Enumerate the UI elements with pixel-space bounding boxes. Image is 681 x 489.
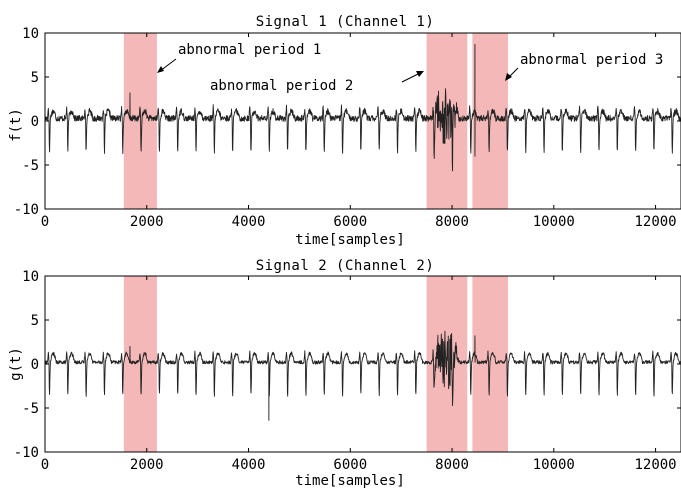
x-tick-label: 12000 xyxy=(634,457,676,473)
y-tick-label: 0 xyxy=(31,357,39,373)
y-tick-label: 5 xyxy=(31,70,39,86)
x-tick-label: 0 xyxy=(41,214,49,230)
x-axis-label: time[samples] xyxy=(295,473,405,489)
x-tick-label: 4000 xyxy=(232,214,266,230)
annotation-arrowhead-1 xyxy=(157,66,164,73)
y-tick-label: 0 xyxy=(31,114,39,130)
signal-line xyxy=(44,330,681,421)
x-tick-label: 10000 xyxy=(533,214,575,230)
signal-trace-group xyxy=(44,330,681,421)
x-tick-label: 0 xyxy=(41,457,49,473)
x-tick-label: 4000 xyxy=(232,457,266,473)
x-tick-label: 8000 xyxy=(435,214,469,230)
chart-title: Signal 1 (Channel 1) xyxy=(256,14,435,30)
y-axis-label: g(t) xyxy=(8,347,24,381)
x-tick-label: 10000 xyxy=(533,457,575,473)
x-tick-label: 12000 xyxy=(634,214,676,230)
y-tick-label: -5 xyxy=(22,158,39,174)
x-tick-label: 2000 xyxy=(130,214,164,230)
y-tick-label: -5 xyxy=(22,401,39,417)
tick-group: 0 2000 4000 6000 8000 10000 12000 10 5 0 -5 -10 xyxy=(14,269,681,473)
annotation-arrowhead-2 xyxy=(416,71,424,77)
x-tick-label: 6000 xyxy=(333,457,367,473)
y-tick-label: 10 xyxy=(22,269,39,285)
x-tick-label: 2000 xyxy=(130,457,164,473)
annotation-abnormal-period-2: abnormal period 2 xyxy=(210,78,353,94)
x-axis-label: time[samples] xyxy=(295,232,405,248)
chart-panel-signal-1: 0 2000 4000 6000 8000 10000 12000 10 5 0 -5 -10 Sig… xyxy=(8,14,681,248)
tick-group: 0 2000 4000 6000 8000 10000 12000 10 5 0 -5 -10 xyxy=(14,26,681,230)
y-tick-label: 10 xyxy=(22,26,39,42)
annotation-abnormal-period-1: abnormal period 1 xyxy=(178,42,321,58)
annotation-arrow-2 xyxy=(401,72,421,83)
annotation-arrowhead-3 xyxy=(505,73,512,81)
x-tick-label: 6000 xyxy=(333,214,367,230)
signal-trace-group xyxy=(44,43,681,172)
y-axis-label: f(t) xyxy=(8,108,24,142)
y-tick-label: 5 xyxy=(31,313,39,329)
annotation-abnormal-period-3: abnormal period 3 xyxy=(520,52,663,68)
signal-line xyxy=(44,43,681,172)
y-tick-label: -10 xyxy=(14,445,39,461)
x-tick-label: 8000 xyxy=(435,457,469,473)
y-tick-label: -10 xyxy=(14,202,39,218)
chart-panel-signal-2: 0 2000 4000 6000 8000 10000 12000 10 5 0 -5 -10 Sig… xyxy=(8,258,681,489)
chart-title: Signal 2 (Channel 2) xyxy=(256,258,435,274)
